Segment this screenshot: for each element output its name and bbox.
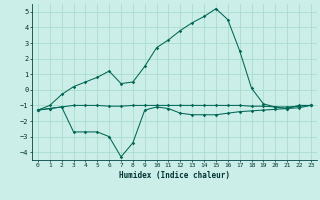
X-axis label: Humidex (Indice chaleur): Humidex (Indice chaleur) (119, 171, 230, 180)
